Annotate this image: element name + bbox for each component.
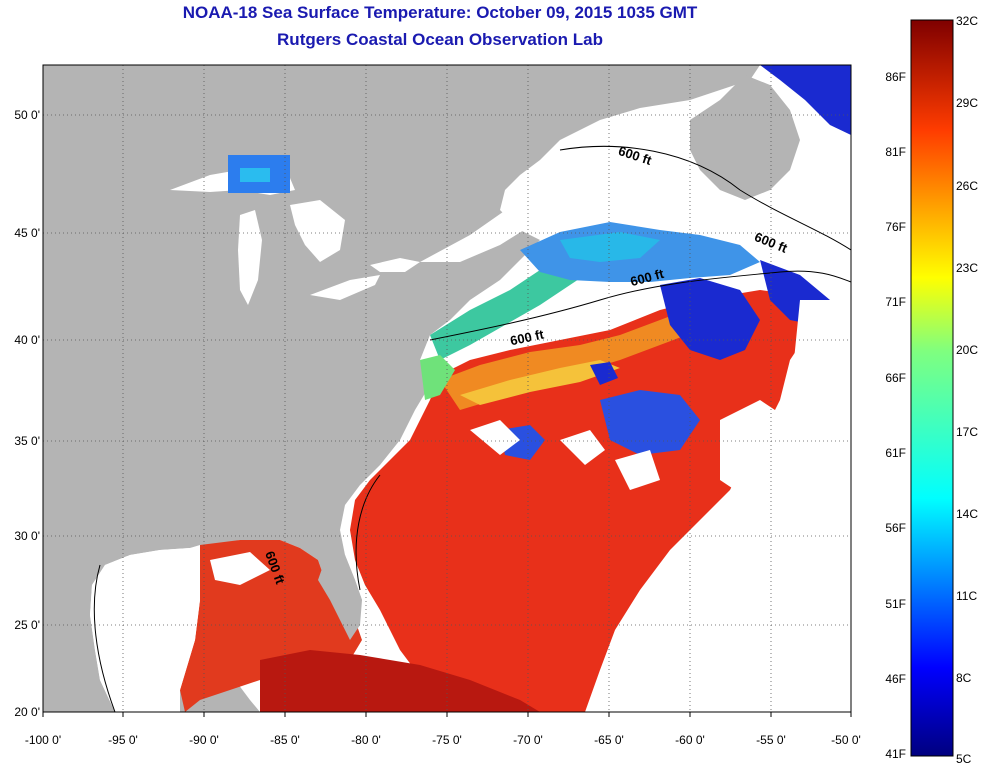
graticule bbox=[43, 65, 851, 712]
colorbar-c-label: 17C bbox=[956, 425, 979, 439]
lat-tick-label: 35 0' bbox=[14, 434, 40, 448]
sst-caribbean bbox=[260, 650, 540, 712]
lat-tick-label: 50 0' bbox=[14, 108, 40, 122]
lon-tick-label: -80 0' bbox=[351, 733, 381, 747]
map-title: NOAA-18 Sea Surface Temperature: October… bbox=[182, 3, 698, 22]
lon-tick-label: -85 0' bbox=[270, 733, 300, 747]
sst-cold-eddy bbox=[660, 278, 760, 360]
lake-ontario bbox=[370, 258, 420, 272]
lat-tick-label: 25 0' bbox=[14, 618, 40, 632]
lat-tick-label: 20 0' bbox=[14, 705, 40, 719]
lon-tick-label: -65 0' bbox=[594, 733, 624, 747]
land-florida bbox=[318, 555, 362, 640]
map-subtitle: Rutgers Coastal Ocean Observation Lab bbox=[277, 30, 603, 49]
lon-tick-label: -75 0' bbox=[432, 733, 462, 747]
colorbar-f-label: 76F bbox=[885, 220, 906, 234]
colorbar-f-label: 61F bbox=[885, 446, 906, 460]
st-lawrence bbox=[420, 135, 660, 262]
lake-erie bbox=[310, 275, 380, 300]
sst-gulf-of-mexico bbox=[180, 540, 362, 712]
lat-tick-label: 30 0' bbox=[14, 529, 40, 543]
sst-shelf-water bbox=[430, 250, 600, 360]
lon-tick-label: -95 0' bbox=[108, 733, 138, 747]
colorbar-f-label: 51F bbox=[885, 597, 906, 611]
depth-contours bbox=[93, 145, 851, 712]
cold-water-north bbox=[760, 65, 851, 135]
colorbar-f-label: 41F bbox=[885, 747, 906, 761]
lon-tick-label: -90 0' bbox=[189, 733, 219, 747]
lake-huron bbox=[290, 200, 345, 262]
colorbar-c-label: 26C bbox=[956, 179, 979, 193]
colorbar-c-label: 23C bbox=[956, 261, 979, 275]
lon-tick-label: -70 0' bbox=[513, 733, 543, 747]
lon-tick-label: -50 0' bbox=[831, 733, 861, 747]
colorbar-f-label: 71F bbox=[885, 295, 906, 309]
colorbar bbox=[910, 19, 954, 757]
land-north-america bbox=[43, 65, 760, 712]
lake-michigan bbox=[238, 210, 262, 305]
lon-tick-label: -60 0' bbox=[675, 733, 705, 747]
colorbar-f-label: 86F bbox=[885, 70, 906, 84]
colorbar-c-label: 20C bbox=[956, 343, 979, 357]
colorbar-c-label: 11C bbox=[956, 589, 978, 603]
colorbar-c-label: 29C bbox=[956, 96, 979, 110]
colorbar-c-label: 5C bbox=[956, 752, 972, 766]
lat-tick-label: 40 0' bbox=[14, 333, 40, 347]
lon-tick-label: -100 0' bbox=[24, 733, 62, 747]
colorbar-f-label: 56F bbox=[885, 521, 906, 535]
colorbar-c-label: 8C bbox=[956, 671, 972, 685]
colorbar-c-label: 32C bbox=[956, 14, 979, 28]
colorbar-f-label: 81F bbox=[885, 145, 906, 159]
land-labrador bbox=[600, 65, 740, 110]
land-newfoundland bbox=[690, 75, 800, 200]
colorbar-c-label: 14C bbox=[956, 507, 979, 521]
lon-tick-label: -55 0' bbox=[756, 733, 786, 747]
colorbar-f-label: 46F bbox=[885, 672, 906, 686]
lat-tick-label: 45 0' bbox=[14, 226, 40, 240]
colorbar-f-label: 66F bbox=[885, 371, 906, 385]
